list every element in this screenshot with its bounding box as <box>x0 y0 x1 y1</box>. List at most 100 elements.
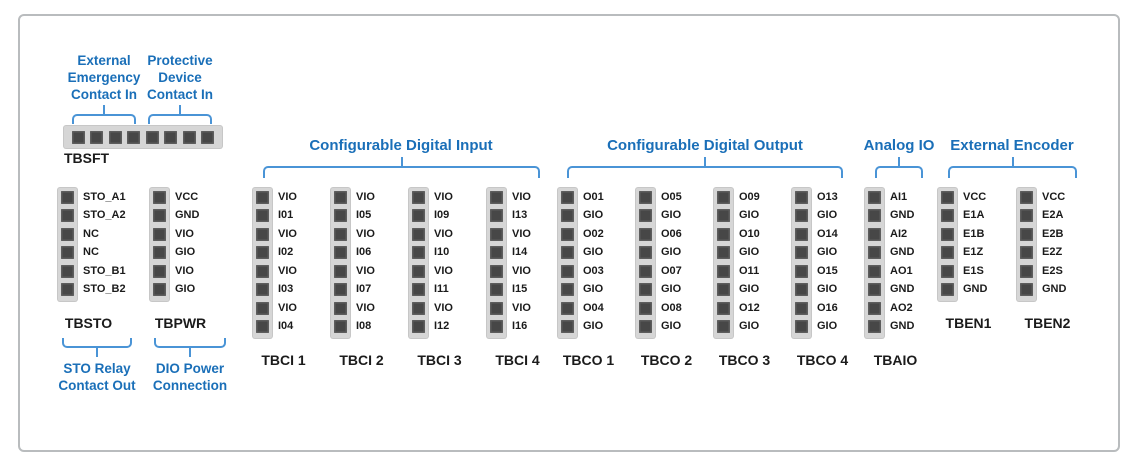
block-label: TBSTO <box>64 315 113 331</box>
terminal-pin <box>334 264 347 278</box>
terminal-pin <box>256 301 269 315</box>
pin-label: GIO <box>817 209 838 222</box>
pin-label: O08 <box>661 301 682 314</box>
pin-label: O05 <box>661 190 682 203</box>
pin-label: GIO <box>175 246 196 259</box>
block-label: TBCO 2 <box>640 352 693 368</box>
terminal-pin <box>639 264 652 278</box>
block-label: TBCI 3 <box>417 352 462 368</box>
terminal-pin <box>717 190 730 204</box>
pin-label: I08 <box>356 320 372 333</box>
label-line: Protective <box>147 53 213 68</box>
pin-label: E1Z <box>963 246 984 259</box>
terminal-pin <box>868 283 881 297</box>
block-label: TBEN2 <box>1024 315 1071 331</box>
terminal-pin <box>1020 264 1033 278</box>
pin-label: I04 <box>278 320 294 333</box>
pin-label: GIO <box>661 209 682 222</box>
terminal-pin <box>412 246 425 260</box>
terminal-pin <box>717 320 730 334</box>
terminal-pin <box>795 264 808 278</box>
pin-label: AO2 <box>890 301 913 314</box>
terminal-pin <box>153 190 166 204</box>
pin-label: E2B <box>1042 227 1064 240</box>
label-line: DIO Power <box>155 361 225 376</box>
terminal-pin <box>412 227 425 241</box>
pin-label: E2S <box>1042 264 1063 277</box>
pin-label: I16 <box>512 320 528 333</box>
label-line: Contact In <box>147 87 213 102</box>
bracket-external-encoder <box>948 157 1077 178</box>
pin-label: NC <box>83 246 99 259</box>
terminal-strip <box>487 188 506 338</box>
bracket-dio-power <box>154 338 226 357</box>
terminal-pin <box>868 190 881 204</box>
terminal-pin <box>941 190 954 204</box>
pin-label: I12 <box>434 320 450 333</box>
pin-label: STO_A1 <box>83 190 126 203</box>
pin-label: O07 <box>661 264 682 277</box>
terminal-pin <box>153 283 166 297</box>
terminal-pin <box>561 301 574 315</box>
terminal-pin <box>561 227 574 241</box>
header-analog-io: Analog IO <box>863 137 935 154</box>
terminal-pin <box>561 246 574 260</box>
pin-label: VIO <box>512 264 531 277</box>
safety-contact-label: Protective Device Contact In <box>130 52 230 103</box>
terminal-pin <box>868 264 881 278</box>
terminal-pin <box>256 264 269 278</box>
pin-label: GIO <box>583 283 604 296</box>
terminal-strip <box>58 188 77 301</box>
pin-label: I13 <box>512 209 528 222</box>
pin-label: VIO <box>278 301 297 314</box>
block-label: TBCI 2 <box>339 352 384 368</box>
terminal-pin <box>61 209 74 223</box>
terminal-pin <box>256 190 269 204</box>
pin-label: VIO <box>356 190 375 203</box>
label-line: Connection <box>152 378 228 393</box>
label-line: External <box>77 53 131 68</box>
terminal-strip <box>636 188 655 338</box>
terminal-pin <box>561 320 574 334</box>
pin-label: E1S <box>963 264 984 277</box>
terminal-pin <box>795 283 808 297</box>
pin-label: VCC <box>175 190 199 203</box>
terminal-pin <box>334 320 347 334</box>
pin-label: GIO <box>739 283 760 296</box>
label-line: Contact In <box>71 87 137 102</box>
terminal-pin <box>490 264 503 278</box>
terminal-strip <box>1017 188 1036 301</box>
pin-label: VIO <box>434 190 453 203</box>
block-label: TBAIO <box>873 352 918 368</box>
pin-label: GIO <box>583 320 604 333</box>
terminal-pin <box>61 264 74 278</box>
terminal-pin <box>717 209 730 223</box>
pin-label: STO_A2 <box>83 209 126 222</box>
pin-label: I02 <box>278 246 294 259</box>
terminal-pin <box>127 130 141 144</box>
terminal-pin <box>1020 283 1033 297</box>
label-line: STO Relay <box>63 361 131 376</box>
pin-label: I09 <box>434 209 450 222</box>
terminal-pin <box>717 301 730 315</box>
pin-label: I14 <box>512 246 528 259</box>
terminal-pin <box>490 283 503 297</box>
bracket-tick <box>1011 157 1014 168</box>
header-configurable-digital-output: Configurable Digital Output <box>607 137 803 154</box>
terminal-pin <box>334 283 347 297</box>
pin-label: GIO <box>583 209 604 222</box>
terminal-pin <box>256 227 269 241</box>
pin-label: AI1 <box>890 190 908 203</box>
safety-contact-label: External Emergency Contact In <box>49 52 159 103</box>
pin-label: VIO <box>434 227 453 240</box>
terminal-pin <box>941 209 954 223</box>
terminal-pin <box>795 301 808 315</box>
terminal-pin <box>561 264 574 278</box>
terminal-strip <box>865 188 884 338</box>
terminal-pin <box>1020 227 1033 241</box>
pin-label: I10 <box>434 246 450 259</box>
terminal-pin <box>71 130 85 144</box>
terminal-pin <box>61 283 74 297</box>
terminal-pin <box>490 209 503 223</box>
terminal-pin <box>412 190 425 204</box>
